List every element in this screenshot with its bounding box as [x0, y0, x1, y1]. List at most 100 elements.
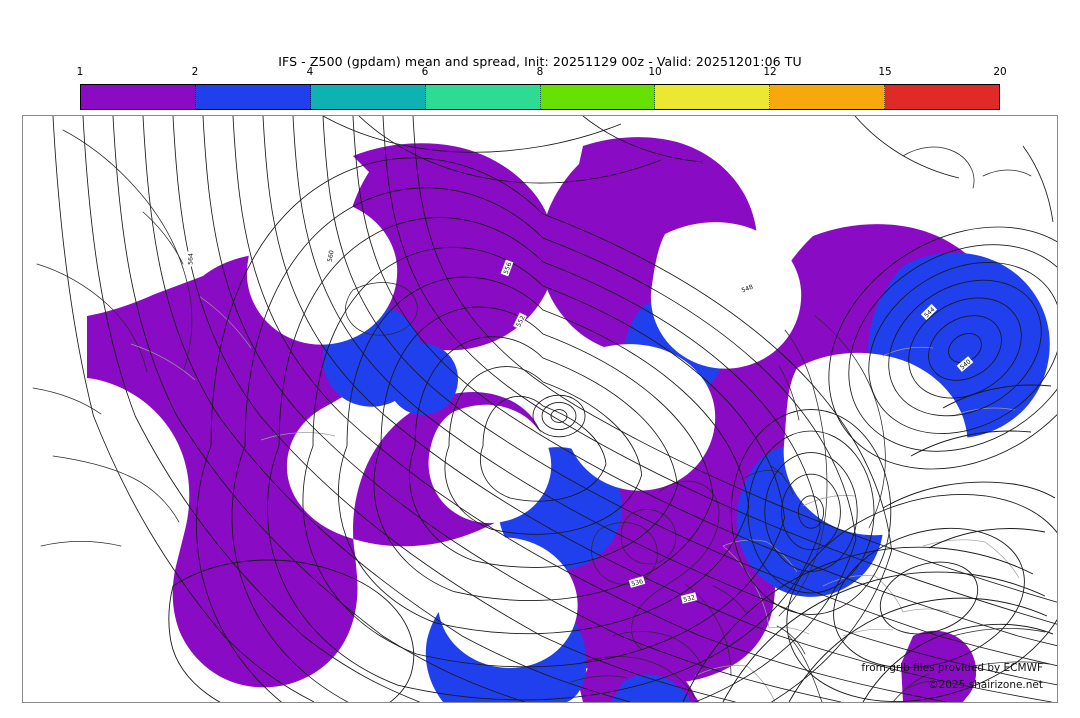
page-title: IFS - Z500 (gpdam) mean and spread, Init… — [278, 54, 802, 69]
political-border — [882, 346, 934, 357]
colorbar-gradient — [80, 84, 1000, 110]
colorbar-band-15-20 — [885, 85, 999, 109]
contour-line — [908, 297, 1022, 399]
coastline — [778, 329, 828, 617]
spread-hole — [246, 198, 398, 345]
coastline — [684, 583, 732, 677]
contour-line — [352, 116, 1057, 647]
contour-line — [1022, 145, 1054, 223]
contour-line — [112, 116, 525, 702]
coastline — [52, 455, 180, 523]
contour-line — [302, 246, 785, 668]
political-border — [722, 539, 768, 547]
contour-line — [833, 527, 1025, 669]
spread-region-blue — [547, 491, 606, 552]
contour-line — [267, 217, 821, 701]
coastline — [902, 146, 975, 189]
contour-label: 560 — [324, 247, 336, 265]
coastline — [952, 628, 1046, 637]
political-border — [842, 628, 894, 637]
political-border — [902, 608, 950, 613]
contour-line — [541, 401, 577, 431]
map-canvas[interactable]: 564 560 556 552 548 544 540 536 532 from grib fi… — [22, 115, 1058, 703]
contour-line — [942, 384, 1052, 409]
svg-text:556: 556 — [503, 262, 514, 276]
coastline — [814, 315, 886, 529]
colorbar-tick-20: 20 — [993, 66, 1007, 78]
coastline — [142, 211, 184, 265]
colorbar-band-10-12 — [655, 85, 771, 109]
coastline — [631, 480, 720, 651]
coastline — [40, 541, 122, 547]
colorbar-band-8-10 — [540, 85, 656, 109]
political-border — [952, 407, 1016, 417]
contour-line — [338, 276, 750, 635]
coastline — [612, 631, 704, 669]
coastline — [778, 365, 800, 421]
spread-region-purple — [344, 143, 556, 351]
contour-line — [322, 116, 1057, 667]
political-border — [984, 541, 1020, 579]
contour-line — [948, 332, 982, 364]
contour-line — [730, 408, 892, 616]
coastline — [770, 465, 794, 495]
contour-label: 548 — [738, 281, 756, 295]
coastline — [345, 282, 418, 336]
colorbar-tick-8: 8 — [536, 66, 544, 78]
contour-line — [550, 409, 568, 423]
svg-text:560: 560 — [327, 250, 336, 263]
colorbar-tick-4: 4 — [306, 66, 314, 78]
svg-text:564: 564 — [187, 253, 194, 265]
contour-line — [882, 481, 1056, 509]
contour-line — [797, 495, 825, 529]
political-border — [130, 343, 196, 381]
colorbar-band-6-8 — [425, 85, 541, 109]
coastline — [32, 387, 102, 415]
svg-text:532: 532 — [683, 594, 696, 604]
colorbar-tick-labels: 1 2 4 6 8 10 12 15 20 — [76, 66, 1007, 82]
contour-line — [322, 116, 622, 153]
coastline — [578, 656, 696, 699]
contour-line — [888, 279, 1042, 417]
colorbar-tick-6: 6 — [421, 66, 429, 78]
political-border — [260, 432, 336, 441]
spread-hole — [783, 352, 968, 536]
svg-text:536: 536 — [631, 578, 644, 588]
colorbar-tick-1: 1 — [76, 66, 84, 78]
political-border — [874, 575, 904, 613]
political-border — [922, 539, 986, 547]
coastline — [620, 509, 677, 565]
contour-label: 552 — [513, 312, 527, 330]
contour-line — [788, 597, 1048, 702]
contour-line — [682, 546, 1034, 702]
colorbar-tick-12: 12 — [763, 66, 777, 78]
spread-hole — [437, 537, 578, 668]
coastline — [788, 635, 823, 702]
coastline — [570, 675, 628, 683]
coastline — [36, 263, 148, 373]
contour-line — [781, 473, 841, 551]
contour-line — [196, 157, 893, 702]
contour-line — [382, 116, 1057, 625]
coastline — [591, 522, 658, 585]
contour-line — [479, 396, 607, 502]
contour-line — [168, 559, 415, 702]
contour-line — [292, 116, 1057, 686]
contour-line — [879, 561, 979, 635]
contour-line — [262, 116, 1052, 702]
contour-line — [582, 116, 704, 163]
colorbar: 1 2 4 6 8 10 12 15 20 — [77, 66, 1007, 110]
contour-line — [910, 430, 1032, 457]
contour-line — [722, 571, 1046, 702]
colorbar-band-12-15 — [770, 85, 886, 109]
political-border — [766, 541, 798, 573]
contour-line — [532, 394, 586, 438]
coastline — [744, 470, 784, 479]
contour-line — [373, 306, 714, 601]
contour-line — [928, 528, 1046, 549]
contour-line — [868, 262, 1057, 434]
svg-text:548: 548 — [741, 284, 755, 295]
coastline — [776, 625, 806, 655]
political-border — [694, 665, 748, 677]
